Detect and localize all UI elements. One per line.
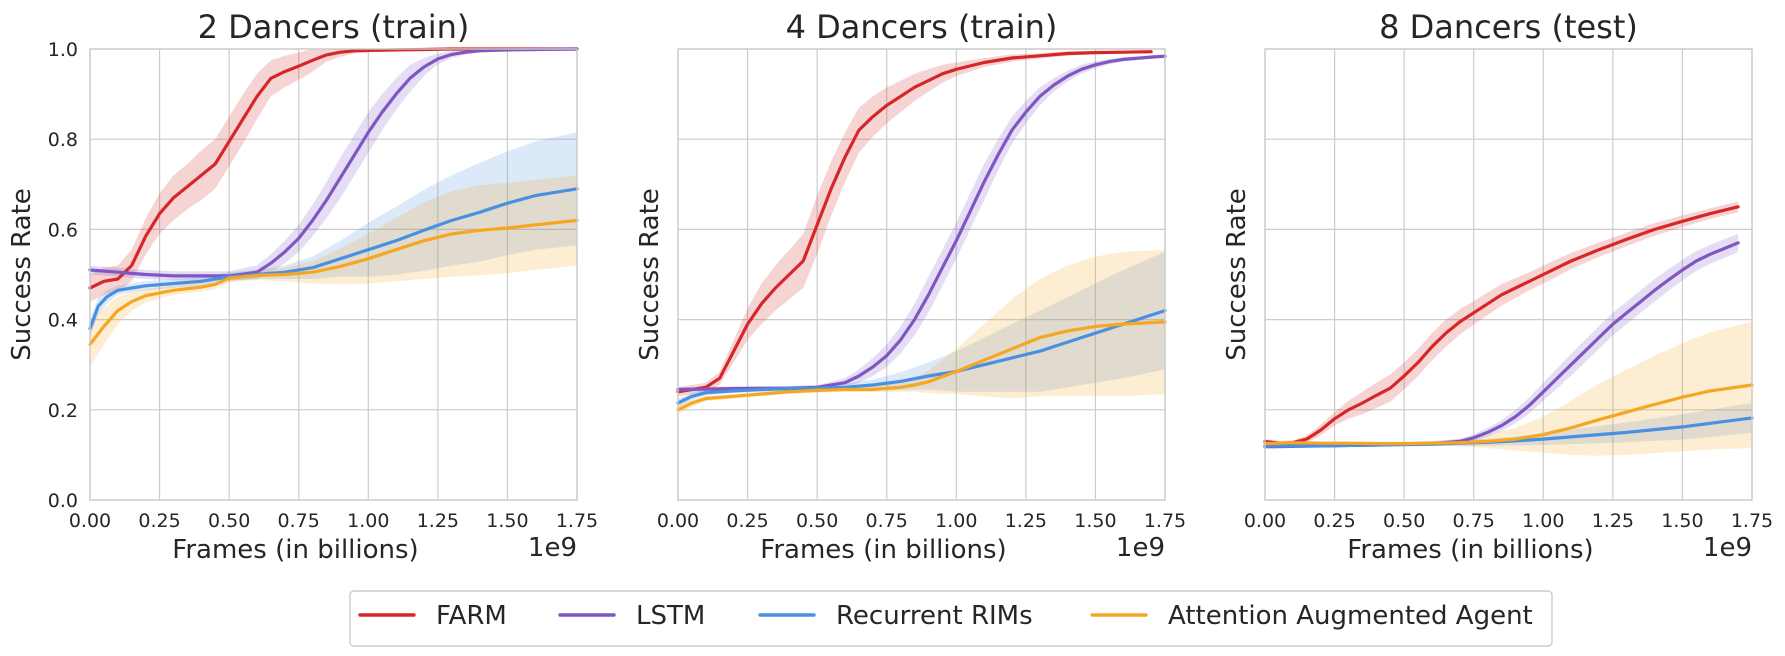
- x-tick-label: 0.00: [1244, 510, 1286, 532]
- x-tick-label: 0.25: [726, 510, 768, 532]
- x-tick-label: 0.00: [657, 510, 699, 532]
- legend-frame: [349, 590, 1553, 647]
- y-tick-label: 0.0: [48, 490, 78, 512]
- x-tick-label: 0.75: [278, 510, 320, 532]
- x-tick-label: 1.00: [1522, 510, 1564, 532]
- series-line-recurrent-rims: [676, 309, 1167, 405]
- x-tick-label: 1.25: [1005, 510, 1047, 532]
- band-farm: [1265, 201, 1739, 446]
- legend-label: Recurrent RIMs: [836, 601, 1033, 631]
- legend-entry-farm: FARM: [358, 601, 507, 631]
- band-attention-augmented-agent: [1265, 321, 1752, 456]
- x-tick-label: 0.25: [1313, 510, 1355, 532]
- x-tick-label: 0.50: [796, 510, 838, 532]
- axes-frame: [1264, 48, 1753, 501]
- band-recurrent-rims: [90, 132, 577, 338]
- x-tick-label: 1.50: [1661, 510, 1703, 532]
- legend-entry-lstm: LSTM: [558, 601, 705, 631]
- y-axis-label: Success Rate: [635, 188, 665, 361]
- x-tick-label: 0.75: [1453, 510, 1495, 532]
- band-attention-augmented-agent: [90, 175, 577, 367]
- x-tick-label: 0.50: [1383, 510, 1425, 532]
- panels-layer: 0.00 0.25 0.50 0.75 1.00 1.25 1.50 1.75 0.0 0.2 0.…: [7, 8, 1773, 565]
- series-line-attention-augmented-agent: [88, 218, 579, 346]
- panel-title: 8 Dancers (test): [1379, 8, 1638, 46]
- x-tick-label: 1.25: [1592, 510, 1634, 532]
- x-axis-label: Frames (in billions): [172, 535, 418, 565]
- legend-label: FARM: [436, 601, 507, 631]
- x-tick-label: 1.75: [1731, 510, 1773, 532]
- legend-entry-attention-augmented-agent: Attention Augmented Agent: [1090, 601, 1533, 631]
- x-tick-label: 0.75: [866, 510, 908, 532]
- x-tick-label: 0.00: [69, 510, 111, 532]
- x-tick-label: 1.00: [935, 510, 977, 532]
- axes-frame: [89, 48, 578, 501]
- panel-1: 0.00 0.25 0.50 0.75 1.00 1.25 1.50 1.75 0.0 0.2 0.…: [7, 8, 598, 565]
- x-axis-exponent: 1e9: [528, 533, 577, 563]
- legend-label: Attention Augmented Agent: [1168, 601, 1533, 631]
- x-tick-label: 1.00: [347, 510, 389, 532]
- axes-frame: [677, 48, 1166, 501]
- x-tick-label: 1.50: [486, 510, 528, 532]
- series-line-attention-augmented-agent: [1263, 383, 1754, 446]
- band-lstm: [1265, 233, 1739, 449]
- y-tick-label: 1.0: [48, 39, 78, 61]
- x-tick-label: 0.25: [138, 510, 180, 532]
- legend: FARM LSTM Recurrent RIMs Attention Augmente…: [349, 590, 1553, 647]
- series-line-farm: [676, 50, 1153, 394]
- panel-title: 4 Dancers (train): [786, 8, 1058, 46]
- x-axis-exponent: 1e9: [1116, 533, 1165, 563]
- panel-2: 0.00 0.25 0.50 0.75 1.00 1.25 1.50 1.75 4 Dancer…: [635, 8, 1186, 565]
- band-attention-augmented-agent: [678, 249, 1165, 415]
- x-axis-label: Frames (in billions): [1347, 535, 1593, 565]
- x-axis-label: Frames (in billions): [760, 535, 1006, 565]
- y-tick-label: 0.6: [48, 219, 78, 241]
- x-axis-exponent: 1e9: [1703, 533, 1752, 563]
- series-line-lstm: [676, 54, 1167, 392]
- x-tick-label: 1.50: [1074, 510, 1116, 532]
- legend-label: LSTM: [636, 601, 705, 631]
- y-tick-label: 0.2: [48, 400, 78, 422]
- band-recurrent-rims: [1265, 403, 1752, 448]
- y-tick-label: 0.8: [48, 129, 78, 151]
- series-line-lstm: [88, 47, 579, 278]
- band-farm: [90, 49, 577, 302]
- panel-title: 2 Dancers (train): [198, 8, 470, 46]
- y-tick-label: 0.4: [48, 310, 78, 332]
- legend-entry-recurrent-rims: Recurrent RIMs: [758, 601, 1033, 631]
- series-line-attention-augmented-agent: [676, 320, 1167, 412]
- y-axis-label: Success Rate: [7, 188, 37, 361]
- panel-3: 0.00 0.25 0.50 0.75 1.00 1.25 1.50 1.75 8 Dancer…: [1222, 8, 1773, 565]
- x-tick-label: 1.75: [1144, 510, 1186, 532]
- band-recurrent-rims: [678, 251, 1165, 408]
- x-tick-label: 0.50: [208, 510, 250, 532]
- legend-items: FARM LSTM Recurrent RIMs Attention Augmente…: [358, 601, 1533, 631]
- y-axis-label: Success Rate: [1222, 188, 1252, 361]
- x-tick-label: 1.75: [556, 510, 598, 532]
- band-farm: [678, 50, 1152, 397]
- series-line-farm: [1263, 205, 1740, 445]
- x-tick-label: 1.25: [417, 510, 459, 532]
